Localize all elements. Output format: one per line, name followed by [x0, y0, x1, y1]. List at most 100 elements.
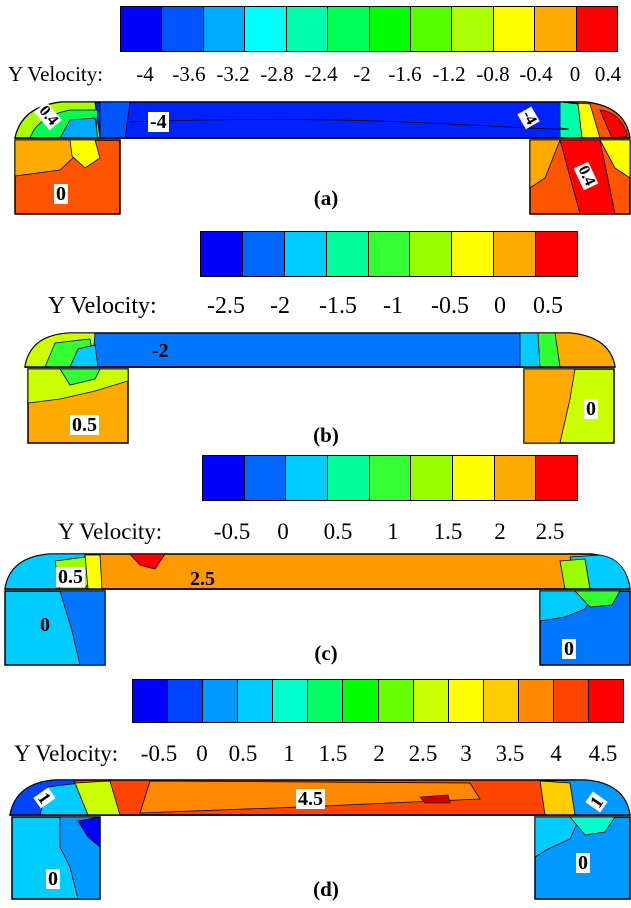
colorbar-swatch — [589, 680, 624, 722]
caption-c: (c) — [314, 641, 338, 665]
colorbar-a-tick: -3.6 — [172, 62, 206, 86]
colorbar-d-tick: -0.5 — [140, 741, 178, 766]
contour-plot-a: -4 0.4 -4 0 0.4 (a) — [0, 98, 631, 225]
panel-b: Y Velocity: -2.5 -2 -1.5 -1 -0.5 0 0.5 -… — [0, 225, 631, 453]
colorbar-c — [202, 455, 578, 501]
colorbar-d-tick: 1.5 — [318, 741, 348, 766]
panel-d: Y Velocity: -0.5 0 0.5 1 1.5 2 2.5 3 3.5… — [0, 673, 631, 908]
contour-label-c-right-box: 0 — [562, 638, 576, 660]
contour-label-d-right-box: 0 — [576, 852, 590, 874]
colorbar-c-axis: Y Velocity: -0.5 0 0.5 1 1.5 2 2.5 — [0, 519, 631, 547]
colorbar-swatch — [343, 680, 379, 722]
colorbar-swatch — [133, 680, 169, 722]
colorbar-d-tick: 4 — [550, 741, 562, 766]
colorbar-swatch — [308, 680, 344, 722]
contour-plot-d: 1 4.5 1 0 0 (d) — [0, 777, 631, 908]
caption-b: (b) — [313, 423, 339, 447]
colorbar-swatch — [168, 680, 204, 722]
contour-label-b-right-box: 0 — [584, 398, 598, 420]
colorbar-swatch — [452, 7, 494, 51]
colorbar-swatch — [201, 232, 243, 276]
colorbar-swatch — [483, 680, 519, 722]
colorbar-b-axis: Y Velocity: -2.5 -2 -1.5 -1 -0.5 0 0.5 — [0, 293, 631, 321]
colorbar-swatch — [494, 232, 537, 276]
colorbar-swatch — [453, 456, 495, 500]
colorbar-swatch — [535, 7, 577, 51]
colorbar-swatch — [369, 7, 411, 51]
colorbar-d-tick: 2 — [373, 741, 385, 766]
colorbar-swatch — [286, 456, 329, 500]
colorbar-d-tick: 1 — [283, 741, 295, 766]
colorbar-a-tick: -3.2 — [216, 62, 250, 86]
colorbar-b-title: Y Velocity: — [48, 293, 157, 319]
colorbar-swatch — [494, 456, 537, 500]
colorbar-swatch — [410, 232, 453, 276]
colorbar-swatch — [413, 680, 449, 722]
colorbar-d-axis: Y Velocity: -0.5 0 0.5 1 1.5 2 2.5 3 3.5… — [0, 741, 631, 769]
colorbar-c-tick: 1 — [387, 519, 399, 544]
colorbar-swatch — [203, 7, 246, 51]
colorbar-a-tick: -2.8 — [260, 62, 294, 86]
contour-label-c-left-corner: 0.5 — [56, 566, 85, 588]
contour-label-d-left-box: 0 — [46, 868, 60, 890]
colorbar-d-tick: 0 — [196, 741, 208, 766]
colorbar-c-tick: 0 — [277, 519, 289, 544]
colorbar-a — [120, 6, 618, 52]
contour-label-a-left-box: 0 — [54, 183, 68, 205]
colorbar-swatch — [369, 456, 412, 500]
colorbar-swatch — [245, 7, 287, 51]
colorbar-swatch — [368, 232, 411, 276]
colorbar-swatch — [576, 7, 618, 51]
colorbar-d-tick: 4.5 — [588, 741, 618, 766]
colorbar-swatch — [284, 232, 327, 276]
contour-plot-c: 0.5 2.5 0 0 (c) — [0, 551, 631, 673]
colorbar-a-axis: Y Velocity: -4 -3.6 -3.2 -2.8 -2.4 -2 -1… — [0, 62, 631, 88]
colorbar-swatch — [273, 680, 309, 722]
colorbar-d-title: Y Velocity: — [14, 741, 119, 766]
colorbar-swatch — [448, 680, 484, 722]
colorbar-swatch — [536, 456, 578, 500]
colorbar-b-tick: -0.5 — [431, 293, 469, 319]
colorbar-swatch — [518, 680, 554, 722]
colorbar-c-tick: 0.5 — [323, 519, 353, 544]
colorbar-a-tick: -2.4 — [304, 62, 338, 86]
colorbar-swatch — [121, 7, 163, 51]
colorbar-b-tick: 0.5 — [533, 293, 563, 319]
colorbar-swatch — [162, 7, 204, 51]
colorbar-a-tick: 0.4 — [594, 62, 622, 86]
colorbar-d — [132, 679, 624, 723]
colorbar-b-tick: -2.5 — [207, 293, 245, 319]
colorbar-swatch — [536, 232, 578, 276]
contour-label-c-channel: 2.5 — [190, 568, 215, 590]
contour-label-b-left-box: 0.5 — [70, 414, 99, 436]
contour-label-c-left-box: 0 — [40, 614, 50, 636]
caption-d: (d) — [313, 877, 339, 901]
colorbar-d-tick: 3.5 — [495, 741, 525, 766]
contour-label-d-channel: 4.5 — [296, 788, 325, 810]
colorbar-swatch — [378, 680, 414, 722]
colorbar-c-tick: 1.5 — [433, 519, 463, 544]
colorbar-c-tick: 2 — [494, 519, 506, 544]
colorbar-d-tick: 0.5 — [228, 741, 258, 766]
colorbar-a-tick: -1.2 — [432, 62, 466, 86]
colorbar-d-tick: 3 — [460, 741, 472, 766]
colorbar-a-tick: 0 — [569, 62, 581, 86]
colorbar-swatch — [242, 232, 285, 276]
colorbar-swatch — [326, 232, 369, 276]
colorbar-c-title: Y Velocity: — [58, 519, 163, 544]
colorbar-b — [200, 231, 578, 277]
colorbar-swatch — [328, 456, 370, 500]
colorbar-c-tick: 2.5 — [535, 519, 565, 544]
colorbar-b-tick: -1.5 — [319, 293, 357, 319]
colorbar-a-tick: -0.8 — [476, 62, 510, 86]
colorbar-swatch — [244, 456, 287, 500]
colorbar-a-tick: -0.4 — [519, 62, 553, 86]
colorbar-swatch — [411, 456, 454, 500]
panel-a: Y Velocity: -4 -3.6 -3.2 -2.8 -2.4 -2 -1… — [0, 0, 631, 225]
colorbar-swatch — [410, 7, 453, 51]
colorbar-swatch — [203, 680, 239, 722]
colorbar-a-tick: -2 — [353, 62, 371, 86]
colorbar-c-tick: -0.5 — [213, 519, 251, 544]
colorbar-swatch — [553, 680, 590, 722]
colorbar-a-tick: -4 — [136, 62, 154, 86]
